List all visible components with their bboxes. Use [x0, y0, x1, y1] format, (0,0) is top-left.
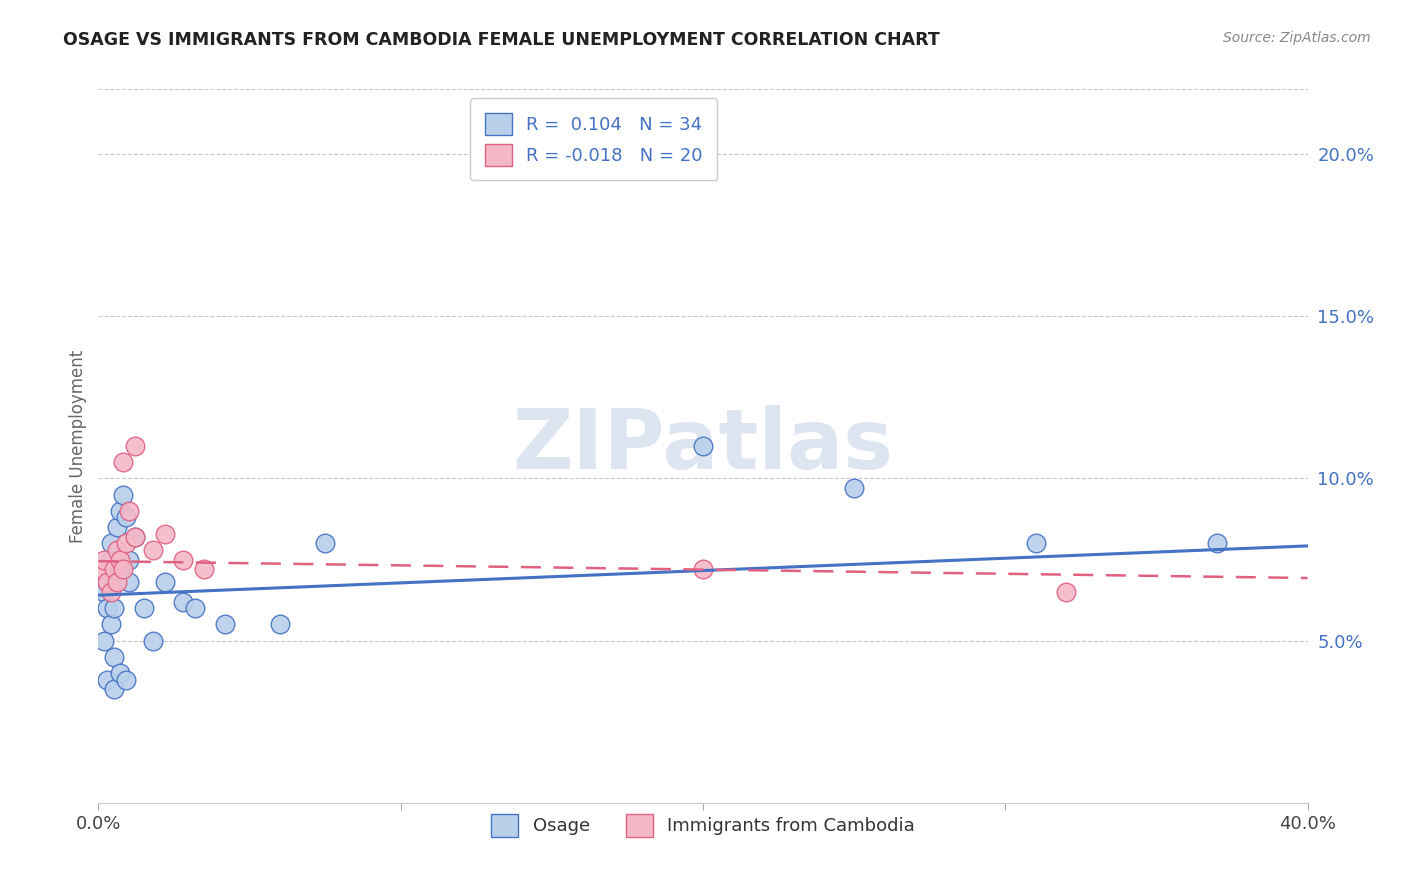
- Point: [142, 542, 165, 557]
- Text: OSAGE VS IMMIGRANTS FROM CAMBODIA FEMALE UNEMPLOYMENT CORRELATION CHART: OSAGE VS IMMIGRANTS FROM CAMBODIA FEMALE…: [63, 31, 941, 49]
- Point: [108, 666, 131, 681]
- Point: [105, 575, 128, 590]
- Point: [108, 552, 131, 566]
- Point: [1054, 585, 1077, 599]
- Point: [103, 601, 125, 615]
- Point: [172, 595, 194, 609]
- Point: [108, 504, 131, 518]
- Point: [118, 504, 141, 518]
- Point: [124, 530, 146, 544]
- Text: ZIPatlas: ZIPatlas: [513, 406, 893, 486]
- Point: [114, 536, 136, 550]
- Point: [269, 617, 291, 632]
- Point: [108, 562, 131, 576]
- Point: [105, 542, 128, 557]
- Point: [114, 673, 136, 687]
- Point: [118, 552, 141, 566]
- Point: [100, 552, 122, 566]
- Point: [100, 536, 122, 550]
- Point: [692, 439, 714, 453]
- Point: [314, 536, 336, 550]
- Text: Source: ZipAtlas.com: Source: ZipAtlas.com: [1223, 31, 1371, 45]
- Point: [132, 601, 155, 615]
- Point: [193, 562, 215, 576]
- Point: [111, 562, 134, 576]
- Point: [103, 562, 125, 576]
- Point: [111, 488, 134, 502]
- Point: [844, 481, 866, 495]
- Point: [103, 649, 125, 664]
- Point: [111, 455, 134, 469]
- Legend: Osage, Immigrants from Cambodia: Osage, Immigrants from Cambodia: [484, 807, 922, 844]
- Point: [1206, 536, 1229, 550]
- Point: [93, 633, 115, 648]
- Point: [93, 552, 115, 566]
- Point: [142, 633, 165, 648]
- Point: [96, 575, 118, 590]
- Point: [153, 526, 176, 541]
- Point: [96, 673, 118, 687]
- Point: [105, 575, 128, 590]
- Y-axis label: Female Unemployment: Female Unemployment: [69, 350, 87, 542]
- Point: [114, 510, 136, 524]
- Point: [153, 575, 176, 590]
- Point: [96, 601, 118, 615]
- Point: [692, 562, 714, 576]
- Point: [214, 617, 236, 632]
- Point: [124, 439, 146, 453]
- Point: [118, 575, 141, 590]
- Point: [103, 682, 125, 697]
- Point: [96, 575, 118, 590]
- Point: [100, 617, 122, 632]
- Point: [93, 585, 115, 599]
- Point: [184, 601, 207, 615]
- Point: [124, 530, 146, 544]
- Point: [172, 552, 194, 566]
- Point: [100, 585, 122, 599]
- Point: [1024, 536, 1046, 550]
- Point: [105, 520, 128, 534]
- Point: [90, 562, 112, 576]
